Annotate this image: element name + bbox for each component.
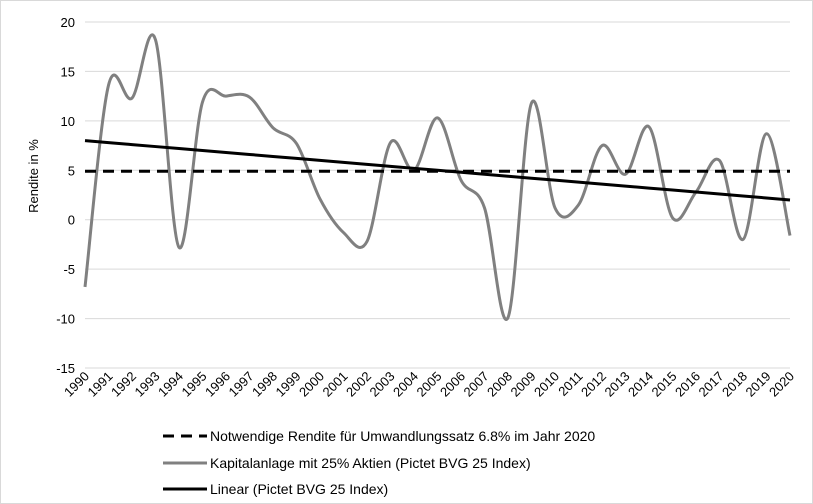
legend-label: Linear (Pictet BVG 25 Index) (210, 481, 388, 497)
x-tick-label: 2020 (766, 369, 797, 400)
x-tick-label: 1993 (132, 369, 163, 400)
x-axis-ticks: 1990199119921993199419951996199719981999… (61, 369, 797, 400)
x-tick-label: 1998 (249, 369, 280, 400)
y-tick-label: 20 (61, 15, 75, 30)
y-axis-title: Rendite in % (26, 139, 41, 213)
y-tick-label: 0 (68, 213, 75, 228)
x-tick-label: 2008 (484, 369, 515, 400)
x-tick-label: 2004 (390, 369, 421, 400)
x-tick-label: 1992 (108, 369, 139, 400)
x-tick-label: 2009 (508, 369, 539, 400)
y-tick-label: 10 (61, 114, 75, 129)
y-tick-label: 15 (61, 64, 75, 79)
x-tick-label: 2016 (672, 369, 703, 400)
x-tick-label: 2005 (414, 369, 445, 400)
legend-label: Notwendige Rendite für Umwandlungssatz 6… (210, 428, 595, 444)
y-axis-ticks: -15 -10 -5 0 5 10 15 20 (56, 15, 75, 376)
x-tick-label: 2019 (743, 369, 774, 400)
x-tick-label: 2001 (320, 369, 351, 400)
x-tick-label: 2011 (555, 369, 585, 399)
x-tick-label: 1994 (155, 369, 186, 400)
x-tick-label: 2002 (343, 369, 374, 400)
x-tick-label: 2003 (367, 369, 398, 400)
x-tick-label: 2010 (531, 369, 562, 400)
legend-label: Kapitalanlage mit 25% Aktien (Pictet BVG… (210, 455, 531, 471)
x-tick-label: 1991 (85, 369, 116, 400)
x-tick-label: 1996 (202, 369, 233, 400)
x-tick-label: 1997 (226, 369, 257, 400)
y-tick-label: -5 (63, 262, 75, 277)
y-tick-label: 5 (68, 163, 75, 178)
x-tick-label: 2000 (296, 369, 327, 400)
x-tick-label: 1995 (179, 369, 210, 400)
y-tick-label: -15 (56, 361, 75, 376)
linear-trend-line (84, 139, 791, 202)
series-lines (83, 33, 792, 322)
x-tick-label: 2015 (649, 369, 680, 400)
x-tick-label: 2014 (625, 369, 656, 400)
x-tick-label: 2017 (696, 369, 727, 400)
y-tick-label: -10 (56, 312, 75, 327)
legend: Notwendige Rendite für Umwandlungssatz 6… (163, 428, 595, 497)
x-tick-label: 2013 (602, 369, 633, 400)
x-tick-label: 2006 (437, 369, 468, 400)
portfolio-return-line (83, 33, 792, 322)
x-tick-label: 2012 (578, 369, 609, 400)
x-tick-label: 2007 (461, 369, 492, 400)
x-tick-label: 1999 (273, 369, 304, 400)
x-tick-label: 2018 (719, 369, 750, 400)
